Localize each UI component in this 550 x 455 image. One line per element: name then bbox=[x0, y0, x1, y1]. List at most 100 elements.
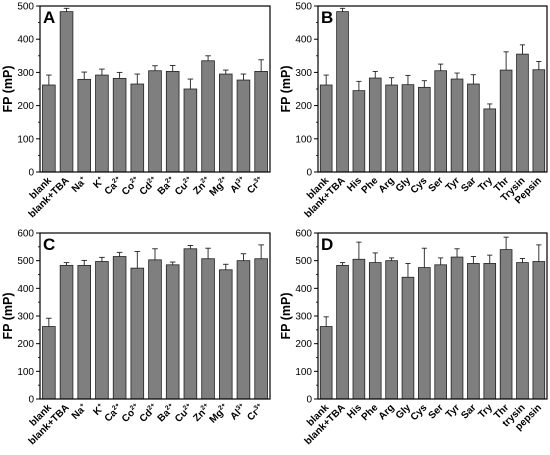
bar-d-7 bbox=[435, 265, 447, 399]
y-axis-label: FP (mP) bbox=[1, 66, 15, 113]
ion-charge: 2+ bbox=[111, 174, 121, 184]
bar-c-6 bbox=[149, 260, 162, 399]
y-tick-label: 100 bbox=[17, 134, 34, 145]
x-tick-label: Cu2+ bbox=[172, 401, 195, 424]
bar-a-12 bbox=[255, 71, 268, 172]
y-tick-label: 0 bbox=[28, 395, 34, 406]
bar-a-2 bbox=[78, 79, 91, 172]
bar-a-9 bbox=[202, 61, 215, 172]
bar-d-9 bbox=[468, 263, 480, 399]
y-tick-label: 400 bbox=[17, 284, 34, 295]
bar-a-0 bbox=[42, 85, 55, 172]
y-tick-label: 100 bbox=[295, 134, 312, 145]
bar-d-0 bbox=[320, 327, 332, 399]
bar-d-10 bbox=[484, 263, 496, 399]
bar-a-6 bbox=[149, 71, 162, 172]
x-tick-label: Mg2+ bbox=[207, 174, 231, 198]
y-tick-label: 0 bbox=[306, 168, 312, 179]
bar-c-7 bbox=[166, 265, 179, 399]
ion-charge: 2+ bbox=[164, 401, 174, 411]
x-tick-label: Al3+ bbox=[228, 174, 249, 195]
x-tick-label: Sar bbox=[459, 402, 478, 421]
y-tick-label: 300 bbox=[295, 68, 312, 79]
x-tick-label: Try bbox=[476, 175, 495, 194]
ion-charge: 3+ bbox=[253, 174, 263, 184]
bar-d-2 bbox=[353, 259, 365, 399]
bar-a-1 bbox=[60, 12, 73, 172]
bar-b-0 bbox=[320, 85, 332, 172]
ion-charge: 3+ bbox=[235, 401, 245, 411]
y-tick-label: 500 bbox=[295, 256, 312, 267]
panel-letter: C bbox=[43, 235, 55, 254]
bar-d-6 bbox=[418, 268, 430, 399]
bar-b-6 bbox=[418, 87, 430, 172]
ion-charge: 2+ bbox=[199, 401, 209, 411]
y-tick-label: 300 bbox=[17, 68, 34, 79]
bar-d-1 bbox=[337, 265, 349, 399]
y-tick-label: 0 bbox=[28, 168, 34, 179]
bar-c-8 bbox=[184, 249, 197, 399]
y-tick-label: 200 bbox=[295, 101, 312, 112]
bar-b-13 bbox=[533, 70, 545, 172]
x-tick-label: Co2+ bbox=[119, 401, 142, 424]
x-tick-label: Tyr bbox=[444, 175, 462, 193]
ion-charge: 3+ bbox=[235, 174, 245, 184]
y-tick-label: 100 bbox=[295, 367, 312, 378]
bar-c-11 bbox=[237, 261, 250, 399]
x-tick-label: Try bbox=[476, 402, 495, 421]
bar-a-10 bbox=[219, 74, 232, 172]
x-tick-label: Na+ bbox=[69, 401, 89, 421]
x-tick-label: Ba2+ bbox=[155, 401, 178, 424]
bar-b-9 bbox=[468, 84, 480, 172]
x-tick-label: Cr3+ bbox=[245, 401, 267, 423]
x-tick-label: Sar bbox=[459, 175, 478, 194]
ion-charge: 2+ bbox=[164, 174, 174, 184]
x-tick-label: Arg bbox=[377, 402, 397, 422]
y-axis-label: FP (mP) bbox=[279, 66, 293, 113]
bar-c-5 bbox=[131, 268, 144, 399]
bar-a-5 bbox=[131, 84, 144, 172]
y-tick-label: 200 bbox=[17, 101, 34, 112]
x-tick-label: Co2+ bbox=[119, 174, 142, 197]
x-tick-label: Ba2+ bbox=[155, 174, 178, 197]
panel-letter: B bbox=[321, 8, 333, 27]
x-tick-label: Tyr bbox=[444, 402, 462, 420]
bar-a-11 bbox=[237, 80, 250, 172]
x-tick-label: Cu2+ bbox=[172, 174, 195, 197]
x-tick-label: Cr3+ bbox=[245, 174, 267, 196]
ion-charge: 2+ bbox=[217, 174, 227, 184]
bar-b-11 bbox=[500, 70, 512, 172]
bar-d-5 bbox=[402, 277, 414, 399]
bar-c-4 bbox=[113, 257, 126, 399]
bar-b-12 bbox=[517, 54, 529, 172]
bar-d-8 bbox=[451, 257, 463, 399]
y-tick-label: 600 bbox=[295, 229, 312, 240]
ion-charge: 2+ bbox=[146, 401, 156, 411]
panel-letter: D bbox=[321, 235, 333, 254]
y-tick-label: 400 bbox=[295, 35, 312, 46]
y-tick-label: 500 bbox=[17, 256, 34, 267]
bar-b-10 bbox=[484, 109, 496, 172]
bar-b-4 bbox=[386, 85, 398, 172]
bar-a-4 bbox=[113, 78, 126, 172]
y-tick-label: 300 bbox=[295, 312, 312, 323]
bar-b-2 bbox=[353, 91, 365, 172]
x-tick-label: Gly bbox=[394, 175, 413, 194]
ion-charge: + bbox=[78, 174, 86, 182]
bar-a-3 bbox=[96, 75, 109, 172]
bar-d-11 bbox=[500, 250, 512, 399]
ion-charge: + bbox=[96, 174, 104, 182]
bar-d-12 bbox=[517, 263, 529, 399]
ion-charge: 2+ bbox=[129, 401, 139, 411]
y-tick-label: 400 bbox=[17, 35, 34, 46]
x-tick-label: Ca2+ bbox=[102, 174, 125, 197]
ion-charge: 2+ bbox=[199, 174, 209, 184]
ion-charge: 2+ bbox=[129, 174, 139, 184]
ion-charge: 2+ bbox=[217, 401, 227, 411]
bar-c-10 bbox=[219, 270, 232, 399]
bar-c-1 bbox=[60, 265, 73, 399]
panel-letter: A bbox=[43, 8, 55, 27]
